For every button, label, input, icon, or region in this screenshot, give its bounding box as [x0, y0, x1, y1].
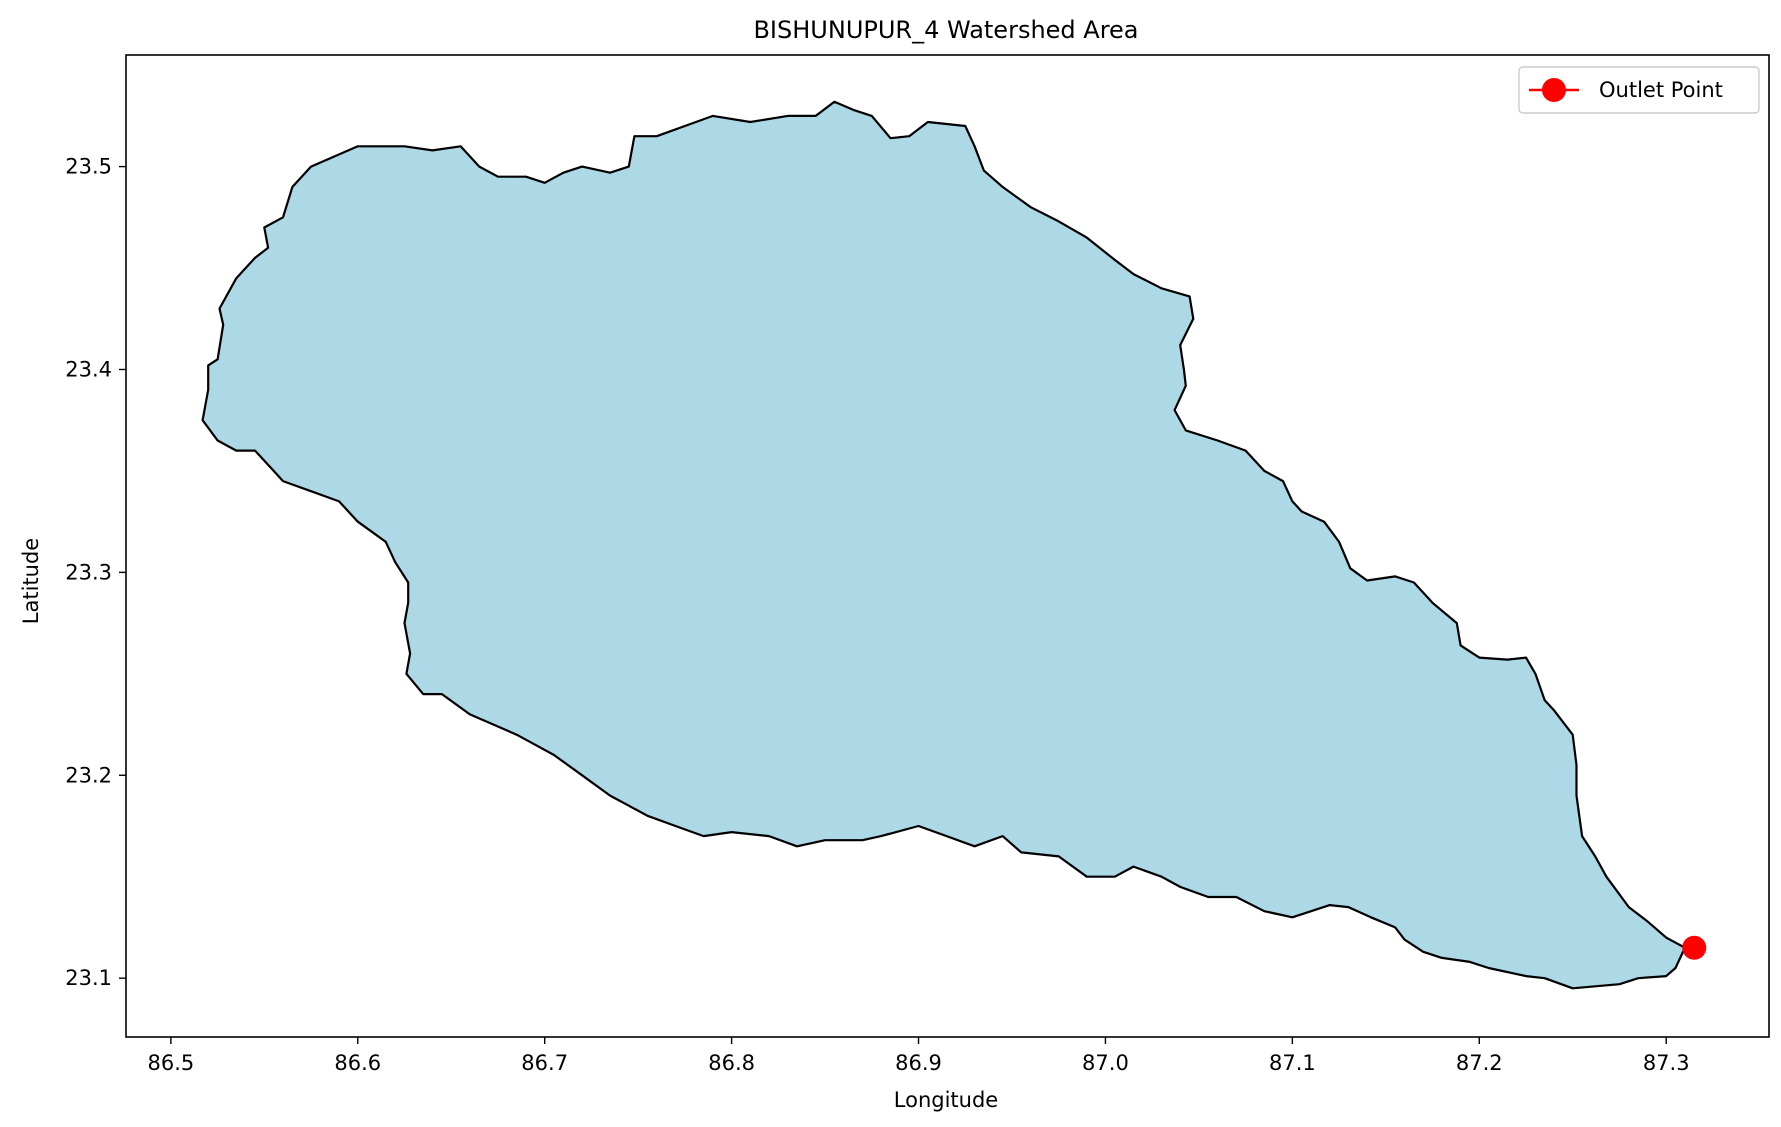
legend: Outlet Point: [1518, 66, 1760, 114]
watershed-boundary: [201, 100, 1687, 990]
y-tick-label: 23.2: [65, 763, 112, 787]
x-tick-label: 86.8: [708, 1051, 755, 1075]
y-tick-label: 23.4: [65, 357, 112, 381]
x-tick-label: 87.0: [1082, 1051, 1129, 1075]
axes-frame: [125, 54, 1770, 1038]
x-axis-ticks: 86.5 86.6 86.7 86.8 86.9 87.0 87.1 87.2 87.3: [147, 1037, 1690, 1075]
y-axis-label: Latitude: [19, 538, 43, 624]
y-tick-label: 23.5: [65, 155, 112, 179]
x-tick-label: 86.9: [895, 1051, 942, 1075]
x-tick-label: 87.2: [1456, 1051, 1503, 1075]
plot-area: [125, 54, 1770, 1038]
y-tick-label: 23.1: [65, 966, 112, 990]
x-tick-label: 87.3: [1643, 1051, 1690, 1075]
x-tick-label: 86.5: [147, 1051, 194, 1075]
legend-box: [1518, 66, 1760, 114]
y-axis-ticks: 23.1 23.2 23.3 23.4 23.5: [65, 155, 126, 990]
x-tick-label: 86.6: [334, 1051, 381, 1075]
chart-title: BISHUNUPUR_4 Watershed Area: [753, 16, 1138, 44]
x-tick-label: 86.7: [521, 1051, 568, 1075]
y-tick-label: 23.3: [65, 560, 112, 584]
outlet-point-marker: [1682, 935, 1707, 960]
legend-label: Outlet Point: [1599, 78, 1723, 102]
legend-marker: [1542, 78, 1566, 102]
x-axis-label: Longitude: [894, 1088, 998, 1112]
x-tick-label: 87.1: [1269, 1051, 1316, 1075]
